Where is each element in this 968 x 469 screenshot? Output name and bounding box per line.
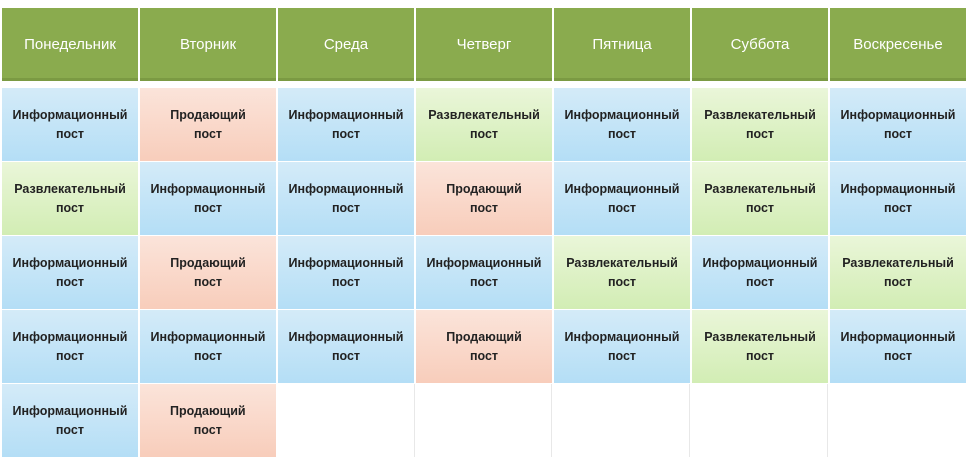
post-cell-info: Информационный пост [554, 310, 690, 383]
header-saturday: Суббота [692, 8, 828, 81]
post-cell-fun: Развлекательный пост [554, 236, 690, 309]
empty-cell [553, 384, 691, 457]
header-thursday: Четверг [416, 8, 552, 81]
post-cell-fun: Развлекательный пост [692, 162, 828, 235]
post-cell-fun: Развлекательный пост [2, 162, 138, 235]
post-cell-info: Информационный пост [140, 162, 276, 235]
table-row: Информационный пост Продающий пост Информа… [2, 88, 966, 161]
header-wednesday: Среда [278, 8, 414, 81]
post-cell-info: Информационный пост [830, 162, 966, 235]
table-body: Информационный пост Продающий пост Информа… [2, 88, 967, 457]
post-cell-sell: Продающий пост [416, 162, 552, 235]
post-cell-info: Информационный пост [830, 88, 966, 161]
empty-cell [691, 384, 829, 457]
empty-cell [277, 384, 415, 457]
post-cell-fun: Развлекательный пост [830, 236, 966, 309]
post-cell-fun: Развлекательный пост [416, 88, 552, 161]
post-cell-info: Информационный пост [278, 162, 414, 235]
post-cell-sell: Продающий пост [140, 236, 276, 309]
post-cell-info: Информационный пост [2, 310, 138, 383]
table-row: Информационный пост Продающий пост [2, 384, 967, 457]
post-cell-info: Информационный пост [554, 88, 690, 161]
header-monday: Понедельник [2, 8, 138, 81]
post-cell-info: Информационный пост [830, 310, 966, 383]
post-cell-info: Информационный пост [554, 162, 690, 235]
post-cell-info: Информационный пост [278, 236, 414, 309]
content-plan-table: Понедельник Вторник Среда Четверг Пятниц… [2, 8, 967, 458]
post-cell-info: Информационный пост [140, 310, 276, 383]
header-tuesday: Вторник [140, 8, 276, 81]
post-cell-info: Информационный пост [2, 384, 138, 457]
post-cell-sell: Продающий пост [139, 384, 276, 457]
table-row: Информационный пост Продающий пост Информа… [2, 236, 966, 309]
table-row: Информационный пост Информационный пост Ин… [2, 310, 966, 383]
post-cell-sell: Продающий пост [140, 88, 276, 161]
empty-cell [829, 384, 967, 457]
header-sunday: Воскресенье [830, 8, 966, 81]
post-cell-info: Информационный пост [692, 236, 828, 309]
header-friday: Пятница [554, 8, 690, 81]
post-cell-fun: Развлекательный пост [692, 88, 828, 161]
post-cell-sell: Продающий пост [416, 310, 552, 383]
post-cell-info: Информационный пост [2, 236, 138, 309]
post-cell-info: Информационный пост [416, 236, 552, 309]
empty-cell [415, 384, 553, 457]
header-row: Понедельник Вторник Среда Четверг Пятниц… [2, 8, 966, 81]
table-row: Развлекательный пост Информационный пост И… [2, 162, 966, 235]
post-cell-fun: Развлекательный пост [692, 310, 828, 383]
post-cell-info: Информационный пост [278, 310, 414, 383]
post-cell-info: Информационный пост [2, 88, 138, 161]
post-cell-info: Информационный пост [278, 88, 414, 161]
